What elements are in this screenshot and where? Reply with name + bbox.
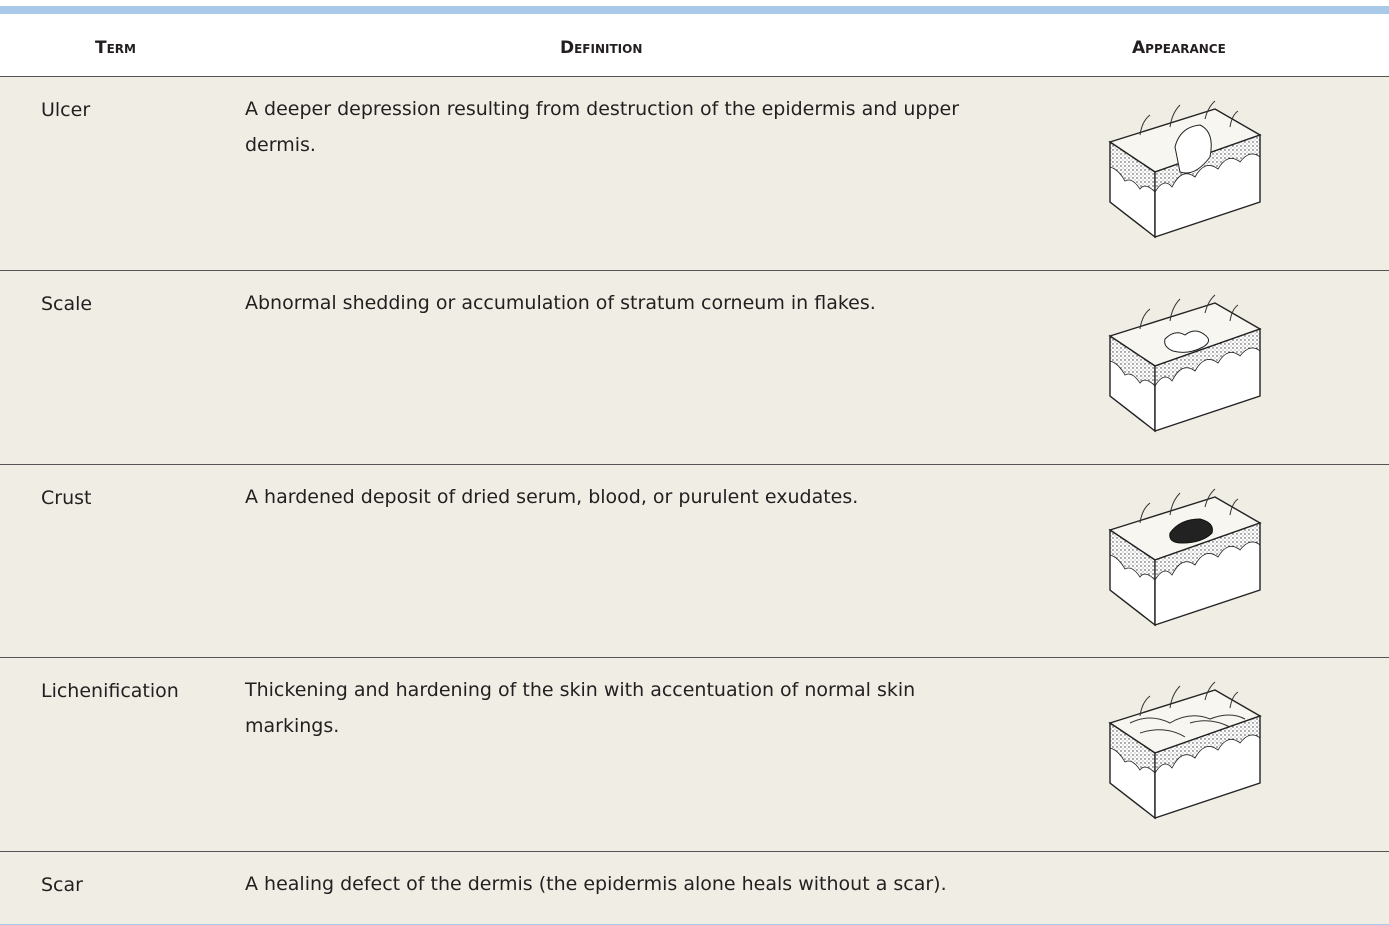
- column-header: Appearance: [1132, 38, 1226, 58]
- definition: A deeper depression resulting from destr…: [245, 98, 960, 156]
- definition: A healing defect of the dermis (the epid…: [245, 873, 947, 895]
- definition: Abnormal shedding or accumulation of str…: [245, 292, 876, 314]
- crust-illustration: [1100, 485, 1270, 645]
- definition: A hardened deposit of dried serum, blood…: [245, 486, 859, 508]
- table-header: Term Definition Appearance: [0, 14, 1389, 77]
- ulcer-illustration: [1100, 97, 1270, 257]
- top-bar: [0, 6, 1389, 14]
- term: Scale: [41, 293, 93, 315]
- table-row: Crust A hardened deposit of dried serum,…: [0, 465, 1389, 658]
- definition: Thickening and hardening of the skin wit…: [245, 679, 916, 737]
- term: Lichenification: [41, 680, 179, 702]
- table-row: Scale Abnormal shedding or accumulation …: [0, 271, 1389, 465]
- column-header: Term: [95, 38, 136, 58]
- term: Scar: [41, 874, 83, 896]
- scale-illustration: [1100, 291, 1270, 451]
- column-header: Definition: [560, 38, 643, 58]
- table-row: Ulcer A deeper depression resulting from…: [0, 77, 1389, 271]
- lichenification-illustration: [1100, 678, 1270, 838]
- term: Crust: [41, 487, 92, 509]
- term: Ulcer: [41, 99, 91, 121]
- table-row: Scar A healing defect of the dermis (the…: [0, 852, 1389, 925]
- table-row: Lichenification Thickening and hardening…: [0, 658, 1389, 852]
